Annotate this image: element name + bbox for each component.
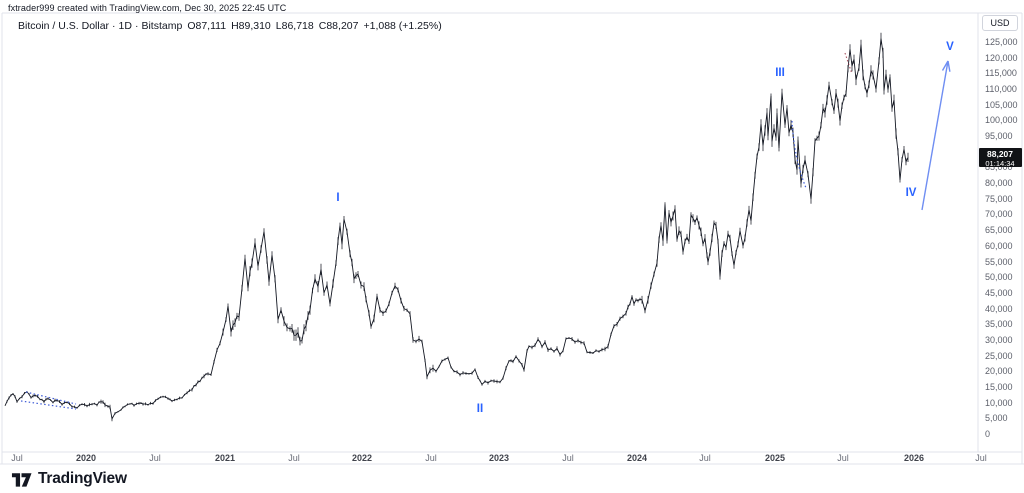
ohlc-low: L86,718 [275,20,314,32]
time-tick-2025-775: 2025 [764,453,786,463]
tradingview-logo-text: TradingView [38,469,127,487]
time-tick-2026-914: 2026 [903,453,925,463]
time-tick-jul-981: Jul [975,453,987,463]
wave-label-I[interactable]: I [336,192,339,204]
price-tick-0: 0 [985,429,991,439]
price-series-wicks [6,32,909,422]
time-axis[interactable]: Jul 2020 Jul 2021 Jul 2022 Jul 2023 Jul 2024 Jul 20… [0,453,1024,465]
price-tick-5000: 5,000 [985,413,1008,424]
ohlc-high: H89,310 [231,20,271,32]
time-tick-jul-843: Jul [837,453,849,463]
price-tick-125000: 125,000 [985,37,1018,47]
price-tick-100000: 100,000 [985,115,1018,126]
currency-usd-button[interactable]: USD [982,15,1018,31]
price-tick-25000: 25,000 [985,350,1013,361]
legend-separator-1: · [112,20,116,32]
chart-frame [0,12,1024,465]
time-tick-jul-431: Jul [425,453,437,463]
change-value: +1,088 (+1.25%) [363,20,442,32]
wave-v-projection-arrow[interactable] [921,60,951,211]
symbol-legend[interactable]: Bitcoin / U.S. Dollar · 1D · Bitstamp O87,111… [18,20,442,32]
time-tick-2024-637: 2024 [626,453,648,463]
price-tick-55000: 55,000 [985,256,1013,267]
dotted-trendline[interactable] [25,391,77,405]
time-tick-jul-568: Jul [562,453,574,463]
wave-label-IV[interactable]: IV [906,187,917,199]
time-tick-jul-17: Jul [11,453,23,463]
attribution-text: fxtrader999 created with TradingView.com… [8,3,287,13]
price-tick-60000: 60,000 [985,240,1013,251]
time-tick-2022-362: 2022 [351,453,373,463]
dotted-trendline[interactable] [20,400,77,410]
time-tick-2021-225: 2021 [214,453,236,463]
price-series[interactable] [4,38,909,421]
price-tick-10000: 10,000 [985,397,1013,408]
legend-separator-2: · [134,20,139,32]
price-tick-35000: 35,000 [985,319,1013,330]
time-tick-2020-86: 2020 [75,453,97,463]
tradingview-logo[interactable]: TradingView [11,469,127,488]
tradingview-logo-icon [11,473,32,487]
ohlc-close: C88,207 [318,20,359,32]
price-tick-95000: 95,000 [985,131,1013,142]
ohlc-open: O87,111 [187,20,227,32]
interval-label[interactable]: 1D [118,20,132,32]
price-tick-20000: 20,000 [985,366,1013,377]
price-tick-115000: 115,000 [985,68,1017,79]
price-tick-75000: 75,000 [985,193,1013,204]
symbol-name[interactable]: Bitcoin / U.S. Dollar [18,20,110,32]
price-tick-40000: 40,000 [985,303,1013,314]
wave-label-III[interactable]: III [775,67,785,79]
price-tick-45000: 45,000 [985,287,1013,298]
bar-countdown: 01:14:34 [985,158,1015,168]
price-tick-110000: 110,000 [985,84,1017,95]
wave-label-II[interactable]: II [477,403,483,415]
price-tick-70000: 70,000 [985,209,1013,220]
time-tick-jul-705: Jul [699,453,711,463]
price-tick-80000: 80,000 [985,178,1013,189]
wave-label-V[interactable]: V [946,41,954,53]
price-tick-120000: 120,000 [985,52,1018,63]
time-tick-jul-155: Jul [149,453,161,463]
price-tick-30000: 30,000 [985,334,1013,345]
last-price-value: 88,207 [987,149,1013,160]
dotted-trendline[interactable] [791,120,807,189]
price-tick-15000: 15,000 [985,381,1013,392]
time-tick-2023-499: 2023 [488,453,510,463]
price-axis[interactable]: USD 125,000 120,000 115,000 110,000 105,000 1… [978,13,1024,452]
price-tick-65000: 65,000 [985,225,1013,236]
price-tick-85000: 85,000 [985,162,1013,173]
price-tick-50000: 50,000 [985,272,1013,283]
last-price-label: 88,207 01:14:34 [978,148,1022,168]
price-tick-105000: 105,000 [985,99,1018,110]
time-tick-jul-294: Jul [288,453,300,463]
exchange-label[interactable]: Bitstamp [141,20,183,32]
